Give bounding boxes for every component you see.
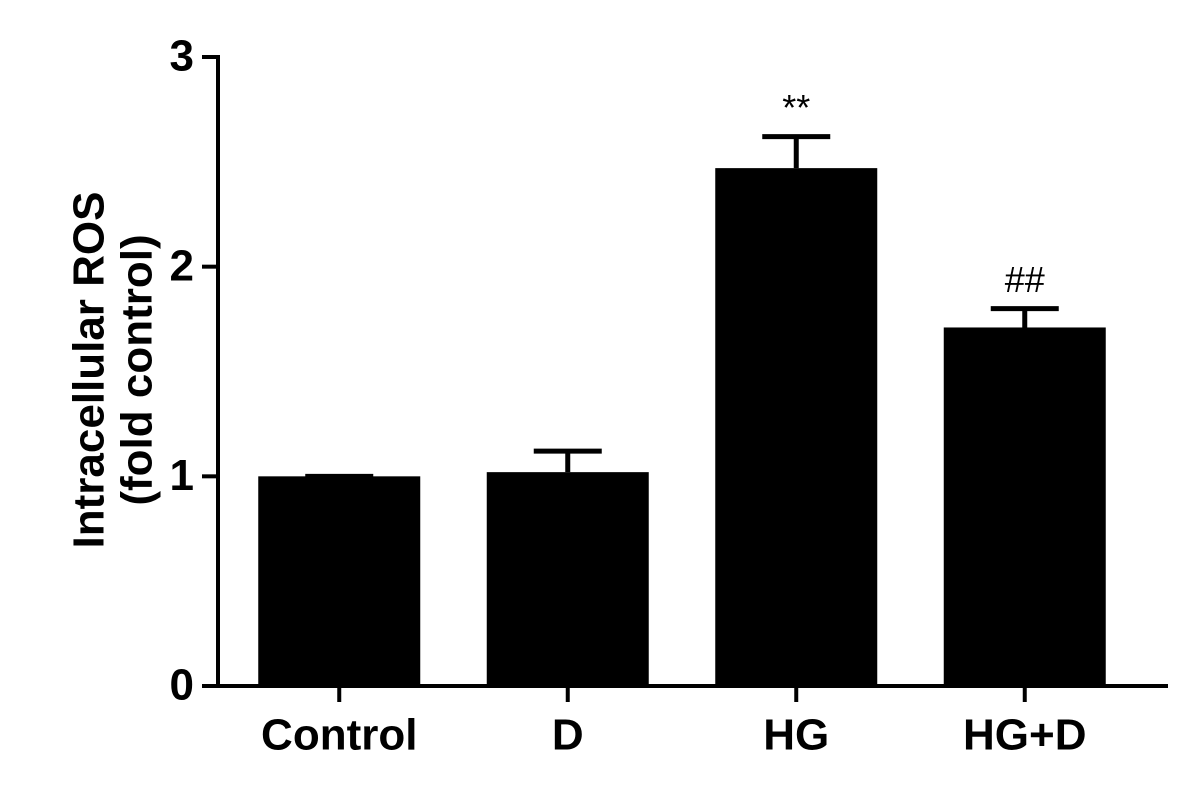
annotation: ## <box>1005 259 1045 300</box>
x-tick-label: HG+D <box>963 711 1086 760</box>
error-bar <box>990 306 1059 328</box>
x-tick-label: Control <box>261 711 417 760</box>
error-bar <box>762 134 831 169</box>
x-tick-label: HG <box>763 711 829 760</box>
x-tick-label: D <box>552 711 584 760</box>
bar <box>943 327 1106 686</box>
y-tick-label: 2 <box>170 241 194 290</box>
y-tick-label: 3 <box>170 32 194 81</box>
bar <box>715 168 878 686</box>
y-tick-label: 0 <box>170 661 194 710</box>
bar <box>258 476 421 686</box>
y-tick-label: 1 <box>170 451 194 500</box>
y-axis-label: (fold control) <box>113 234 162 505</box>
y-axis-label: Intracellular ROS <box>65 191 114 548</box>
bar <box>486 472 649 686</box>
annotation: ** <box>782 87 810 128</box>
error-bar <box>533 448 602 473</box>
